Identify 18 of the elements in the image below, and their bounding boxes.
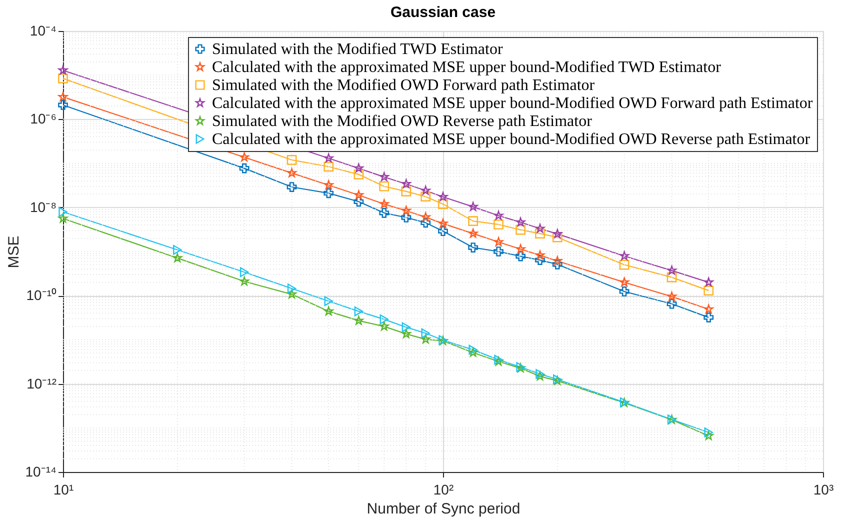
legend-label: Simulated with the Modified OWD Forward path Estimator — [212, 77, 596, 94]
x-tick-label: 10² — [433, 482, 454, 498]
legend-label: Calculated with the approximated MSE upper bound-Modified OWD Forward path Estimator — [212, 95, 814, 112]
legend-label: Simulated with the Modified TWD Estimator — [212, 41, 504, 58]
y-axis-title: MSE — [5, 236, 22, 268]
y-tick-label: 10⁻¹² — [26, 375, 57, 392]
y-tick-label: 10⁻¹⁴ — [25, 464, 56, 480]
x-tick-label: 10¹ — [53, 482, 74, 498]
x-axis-title: Number of Sync period — [366, 500, 520, 518]
x-tick-label: 10³ — [813, 482, 834, 498]
y-tick-label: 10⁻⁶ — [30, 110, 56, 127]
legend-label: Calculated with the approximated MSE upper bound-Modified TWD Estimator — [212, 59, 722, 76]
chart-title: Gaussian case — [390, 4, 496, 21]
y-tick-label: 10⁻⁸ — [30, 198, 57, 215]
y-tick-label: 10⁻¹⁰ — [26, 287, 56, 304]
legend-label: Calculated with the approximated MSE upper bound-Modified OWD Reverse path Estimator — [212, 131, 811, 148]
legend-label: Simulated with the Modified OWD Reverse path Estimator — [212, 113, 593, 130]
y-tick-label: 10⁻⁴ — [30, 22, 56, 38]
